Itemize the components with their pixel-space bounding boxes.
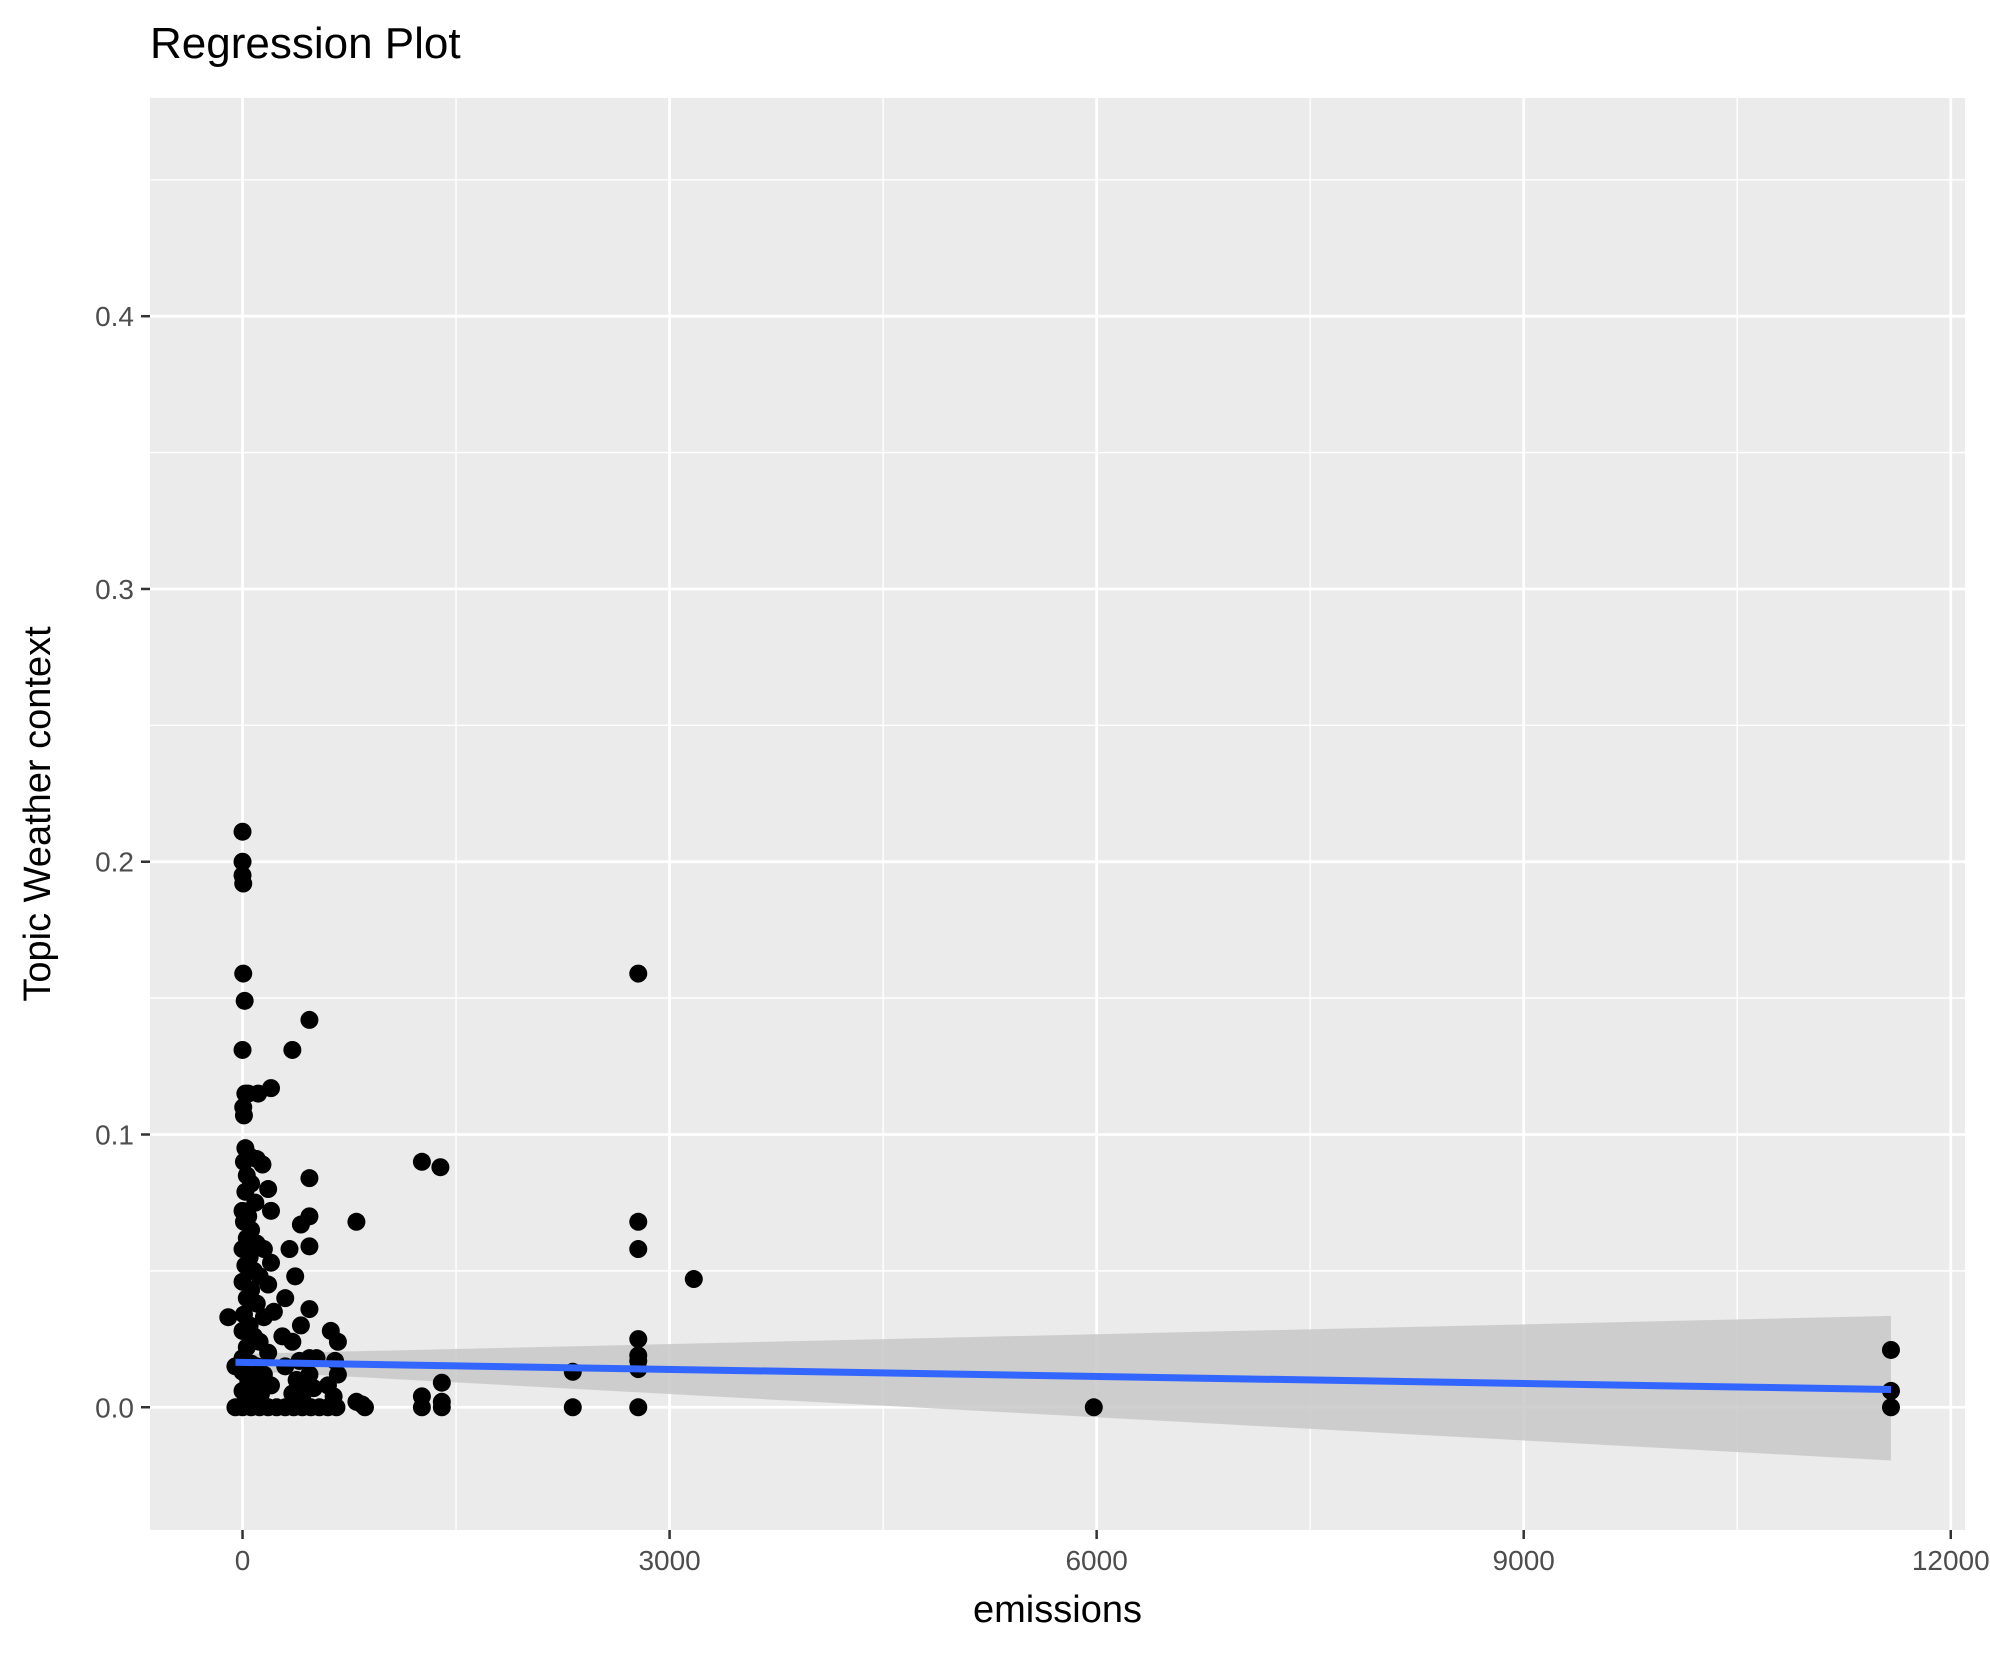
data-point [262, 1253, 280, 1272]
data-point [563, 1398, 582, 1417]
y-tick-label: 0.2 [95, 847, 134, 878]
grid-minor [150, 98, 1965, 1530]
data-point [262, 1201, 280, 1220]
data-point [246, 1193, 265, 1212]
data-point [259, 1275, 278, 1294]
data-point [254, 1240, 273, 1259]
data-point [300, 1010, 319, 1029]
data-point [1881, 1340, 1900, 1359]
data-point [253, 1155, 272, 1174]
data-point [233, 1040, 252, 1059]
data-point [629, 1240, 648, 1259]
x-tick-label: 12000 [1912, 1545, 1990, 1576]
y-tick-label: 0.3 [95, 574, 134, 605]
data-point [234, 874, 253, 893]
data-point [1084, 1398, 1103, 1417]
data-point [276, 1289, 295, 1308]
x-tick-label: 9000 [1493, 1545, 1555, 1576]
confidence-band-layer [235, 1315, 1891, 1461]
data-point [247, 1294, 266, 1313]
x-tick-label: 3000 [638, 1545, 700, 1576]
data-point [254, 1308, 273, 1327]
data-point [235, 991, 254, 1010]
data-point [300, 1300, 319, 1319]
confidence-band [235, 1315, 1891, 1461]
data-point [291, 1316, 310, 1335]
data-point [304, 1379, 323, 1398]
data-point [412, 1152, 431, 1171]
data-point [629, 1398, 648, 1417]
data-point [219, 1308, 238, 1327]
data-point [347, 1212, 366, 1231]
regression-line [235, 1358, 1892, 1394]
data-point [234, 964, 253, 983]
y-axis-title: Topic Weather context [17, 626, 59, 1002]
data-point [412, 1398, 431, 1417]
data-point [432, 1373, 451, 1392]
points-layer [219, 822, 1900, 1417]
data-point [280, 1240, 299, 1259]
regression-line-layer [235, 1358, 1892, 1394]
data-point [431, 1158, 450, 1177]
plot-panel [150, 98, 1965, 1530]
x-tick-label: 0 [235, 1545, 251, 1576]
data-point [286, 1267, 305, 1286]
x-axis: 0 3000 6000 9000 12000 [235, 1530, 1990, 1576]
data-point [629, 964, 648, 983]
y-tick-label: 0.0 [95, 1392, 134, 1423]
x-axis-title: emissions [973, 1589, 1142, 1631]
data-point [291, 1215, 310, 1234]
y-axis: 0.0 0.1 0.2 0.3 0.4 [95, 301, 150, 1423]
y-tick-label: 0.4 [95, 301, 134, 332]
x-tick-label: 6000 [1065, 1545, 1127, 1576]
data-point [629, 1212, 648, 1231]
data-point [328, 1332, 347, 1351]
data-point [327, 1398, 346, 1417]
data-point [432, 1398, 451, 1417]
data-point [629, 1330, 648, 1349]
data-point [233, 822, 252, 841]
data-point [684, 1270, 703, 1289]
grid-major [150, 98, 1965, 1530]
data-point [234, 1106, 253, 1125]
data-point [259, 1343, 278, 1362]
data-point [283, 1332, 302, 1351]
data-point [355, 1398, 374, 1417]
data-point [283, 1040, 302, 1059]
data-point [262, 1079, 280, 1098]
data-point [1881, 1398, 1900, 1417]
data-point [300, 1237, 319, 1256]
data-point [300, 1169, 319, 1188]
data-point [259, 1180, 278, 1199]
y-tick-label: 0.1 [95, 1119, 134, 1150]
data-point [233, 852, 252, 871]
chart-title: Regression Plot [150, 19, 461, 68]
